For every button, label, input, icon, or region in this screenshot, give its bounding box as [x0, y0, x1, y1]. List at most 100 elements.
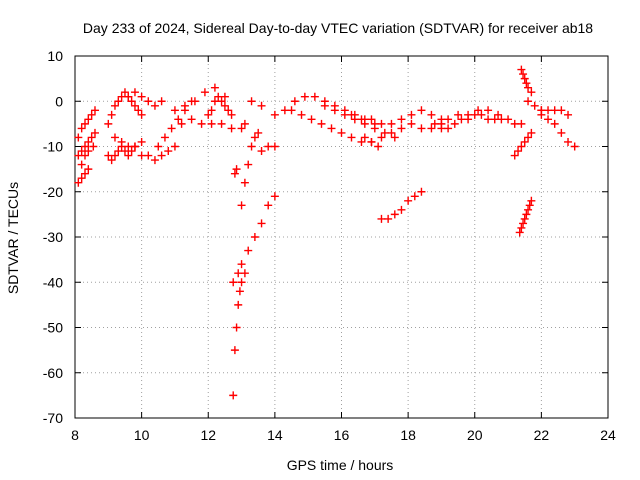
data-point	[404, 196, 413, 205]
data-point	[167, 124, 176, 133]
data-point	[537, 106, 546, 115]
data-point	[127, 97, 136, 106]
data-point	[240, 119, 249, 128]
series-arc-10	[154, 97, 196, 151]
x-axis-label: GPS time / hours	[287, 457, 394, 473]
data-points	[74, 65, 579, 400]
data-point	[564, 110, 573, 119]
y-axis-label: SDTVAR / TECUs	[5, 182, 21, 294]
y-tick-label: -30	[43, 229, 63, 245]
data-point	[564, 137, 573, 146]
data-point	[327, 124, 336, 133]
axis-ticks	[74, 55, 609, 419]
data-point	[229, 391, 238, 400]
data-point	[524, 83, 533, 92]
data-point	[254, 128, 263, 137]
data-point	[74, 133, 83, 142]
data-point	[200, 88, 209, 97]
data-point	[337, 128, 346, 137]
data-point	[374, 142, 383, 151]
data-point	[270, 142, 279, 151]
y-tick-labels: 10 0 -10 -20 -30 -40 -50 -60 -70	[43, 48, 63, 426]
y-tick-label: -70	[43, 410, 63, 426]
data-point	[74, 178, 83, 187]
data-point	[80, 169, 89, 178]
data-point	[387, 128, 396, 137]
series-arc-15	[229, 192, 279, 287]
data-point	[417, 187, 426, 196]
series-arc-23	[320, 101, 399, 142]
data-point	[237, 260, 246, 269]
data-point	[127, 147, 136, 156]
data-point	[522, 210, 531, 219]
series-arc-27	[377, 187, 426, 223]
data-point	[84, 147, 93, 156]
data-point	[237, 278, 246, 287]
data-point	[454, 110, 463, 119]
data-point	[514, 147, 523, 156]
data-point	[177, 119, 186, 128]
data-point	[235, 287, 244, 296]
data-point	[229, 278, 238, 287]
data-point	[227, 110, 236, 119]
series-arc-14	[229, 269, 249, 400]
data-point	[517, 119, 526, 128]
data-point	[300, 92, 309, 101]
data-point	[510, 151, 519, 160]
data-point	[347, 110, 356, 119]
y-tick-label: 10	[47, 48, 63, 64]
series-arc-4	[77, 142, 98, 169]
data-point	[217, 97, 226, 106]
data-point	[444, 124, 453, 133]
data-point	[264, 201, 273, 210]
data-point	[144, 97, 153, 106]
data-point	[517, 142, 526, 151]
data-point	[104, 119, 113, 128]
data-point	[240, 178, 249, 187]
x-tick-label: 18	[400, 427, 416, 443]
data-point	[224, 106, 233, 115]
data-point	[107, 110, 116, 119]
data-point	[80, 119, 89, 128]
data-point	[520, 74, 529, 83]
data-point	[557, 106, 566, 115]
data-point	[110, 151, 119, 160]
data-point	[84, 165, 93, 174]
data-point	[124, 151, 133, 160]
x-tick-label: 14	[267, 427, 283, 443]
series-arc-12	[177, 115, 236, 133]
data-point	[157, 151, 166, 160]
data-point	[557, 128, 566, 137]
data-point	[520, 137, 529, 146]
series-arc-32	[515, 196, 536, 237]
data-point	[84, 115, 93, 124]
data-point	[244, 160, 253, 169]
data-point	[114, 97, 123, 106]
data-point	[494, 110, 503, 119]
data-point	[257, 101, 266, 110]
y-tick-label: -40	[43, 274, 63, 290]
data-point	[257, 147, 266, 156]
data-point	[230, 169, 239, 178]
x-tick-label: 8	[71, 427, 79, 443]
series-arc-7	[110, 133, 146, 151]
series-arc-36	[524, 97, 546, 115]
data-point	[450, 119, 459, 128]
data-point	[427, 110, 436, 119]
data-point	[484, 106, 493, 115]
data-point	[232, 323, 241, 332]
series-arc-21	[270, 92, 379, 128]
x-tick-labels: 8 10 12 14 16 18 20 22 24	[71, 427, 616, 443]
data-point	[180, 101, 189, 110]
data-point	[84, 137, 93, 146]
series-arc-30	[497, 115, 526, 128]
data-point	[130, 101, 139, 110]
series-arc-35	[537, 110, 579, 151]
data-point	[504, 115, 513, 124]
data-point	[77, 160, 86, 169]
data-point	[417, 124, 426, 133]
data-point	[524, 133, 533, 142]
series-arc-13	[204, 92, 236, 119]
data-point	[117, 137, 126, 146]
